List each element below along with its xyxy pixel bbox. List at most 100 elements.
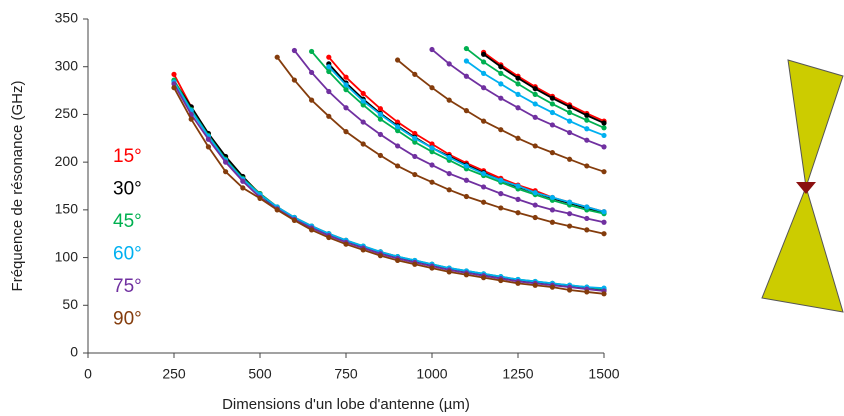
data-point <box>377 116 383 122</box>
data-point <box>463 45 469 52</box>
series-line <box>397 59 605 173</box>
data-point <box>446 187 452 193</box>
data-point <box>343 241 349 247</box>
data-point <box>395 119 401 125</box>
data-point <box>343 105 349 111</box>
series-line <box>310 50 605 215</box>
data-point <box>515 105 521 111</box>
series-line <box>173 87 605 295</box>
data-point <box>429 85 435 91</box>
y-tick-label: 200 <box>55 153 79 169</box>
data-point <box>481 118 487 124</box>
data-point <box>291 47 297 54</box>
data-point <box>584 215 590 222</box>
data-point <box>601 132 607 139</box>
data-point <box>601 125 607 131</box>
data-point <box>395 163 401 169</box>
antenna-lobe <box>787 59 844 188</box>
data-point <box>515 210 521 216</box>
data-point <box>377 152 383 159</box>
data-point <box>429 265 435 271</box>
data-point <box>601 169 607 175</box>
data-point <box>498 177 504 183</box>
series-line <box>483 51 605 122</box>
data-point <box>343 87 349 93</box>
legend-label: 75° <box>113 276 142 297</box>
data-point <box>463 163 469 169</box>
antenna-feed <box>796 182 816 194</box>
data-point <box>567 223 573 229</box>
data-point <box>532 214 538 221</box>
data-point <box>463 58 469 64</box>
data-point <box>326 88 332 95</box>
data-point <box>360 98 366 104</box>
data-point <box>567 156 573 162</box>
y-tick-label: 300 <box>55 57 79 73</box>
x-tick-label: 1000 <box>416 366 447 382</box>
data-point <box>498 95 504 101</box>
data-point <box>601 219 607 225</box>
data-point <box>532 86 538 92</box>
data-point <box>532 202 538 208</box>
series-line <box>276 56 605 235</box>
legend-label: 45° <box>113 211 142 232</box>
antenna-drawing <box>761 59 844 313</box>
data-point <box>274 207 280 213</box>
data-point <box>498 70 504 76</box>
data-point <box>584 163 590 169</box>
data-point <box>240 185 246 191</box>
data-point <box>412 130 418 137</box>
data-point <box>567 109 573 116</box>
data-point <box>395 257 401 264</box>
series-line <box>483 53 605 124</box>
data-point <box>446 269 452 275</box>
x-tick-label: 1250 <box>502 366 533 382</box>
data-point <box>240 178 246 184</box>
data-point <box>429 149 435 155</box>
data-point <box>584 137 590 143</box>
data-point <box>567 129 573 136</box>
y-tick-label: 100 <box>55 248 79 264</box>
data-point <box>549 194 556 201</box>
data-point <box>395 57 401 63</box>
x-tick-label: 1500 <box>588 366 619 382</box>
data-point <box>205 144 211 150</box>
data-point <box>412 261 418 267</box>
data-point <box>515 135 521 141</box>
data-point <box>446 61 452 67</box>
data-point <box>223 169 229 175</box>
data-point <box>567 104 573 110</box>
y-tick-label: 350 <box>55 10 79 26</box>
data-point <box>481 59 487 65</box>
series-line <box>173 80 605 291</box>
data-point <box>567 118 573 124</box>
data-point <box>549 207 556 213</box>
data-point <box>343 74 349 80</box>
data-point <box>326 68 332 75</box>
data-point <box>377 253 383 259</box>
data-point <box>481 51 487 57</box>
y-tick-label: 50 <box>62 296 78 312</box>
y-axis-title: Fréquence de résonance (GHz) <box>9 81 26 292</box>
data-point <box>326 64 332 70</box>
data-point <box>257 195 263 202</box>
x-tick-label: 500 <box>248 366 272 382</box>
data-point <box>481 70 487 76</box>
data-point <box>326 54 332 60</box>
data-point <box>601 231 607 237</box>
data-point <box>584 117 590 123</box>
data-point <box>498 127 504 133</box>
data-point <box>481 184 487 190</box>
data-point <box>291 77 297 83</box>
data-point <box>446 170 452 177</box>
data-point <box>532 190 538 196</box>
data-point <box>412 171 418 178</box>
x-tick-label: 250 <box>162 366 186 382</box>
data-point <box>326 113 332 119</box>
series-line <box>465 60 605 137</box>
data-point <box>515 91 521 97</box>
data-point <box>584 204 590 210</box>
series-line <box>173 83 605 292</box>
data-point <box>532 114 538 120</box>
